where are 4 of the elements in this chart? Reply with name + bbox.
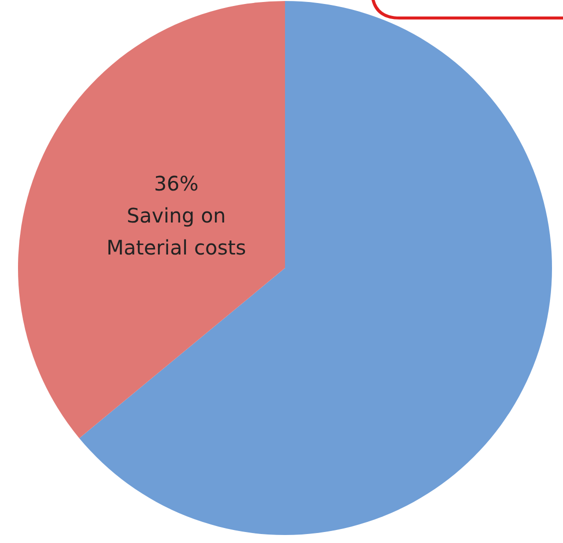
data-label: 36% (154, 171, 199, 196)
pie-slice (79, 1, 552, 535)
pie-slice (18, 1, 285, 438)
slice-label: Saving on Material costs (106, 203, 246, 260)
